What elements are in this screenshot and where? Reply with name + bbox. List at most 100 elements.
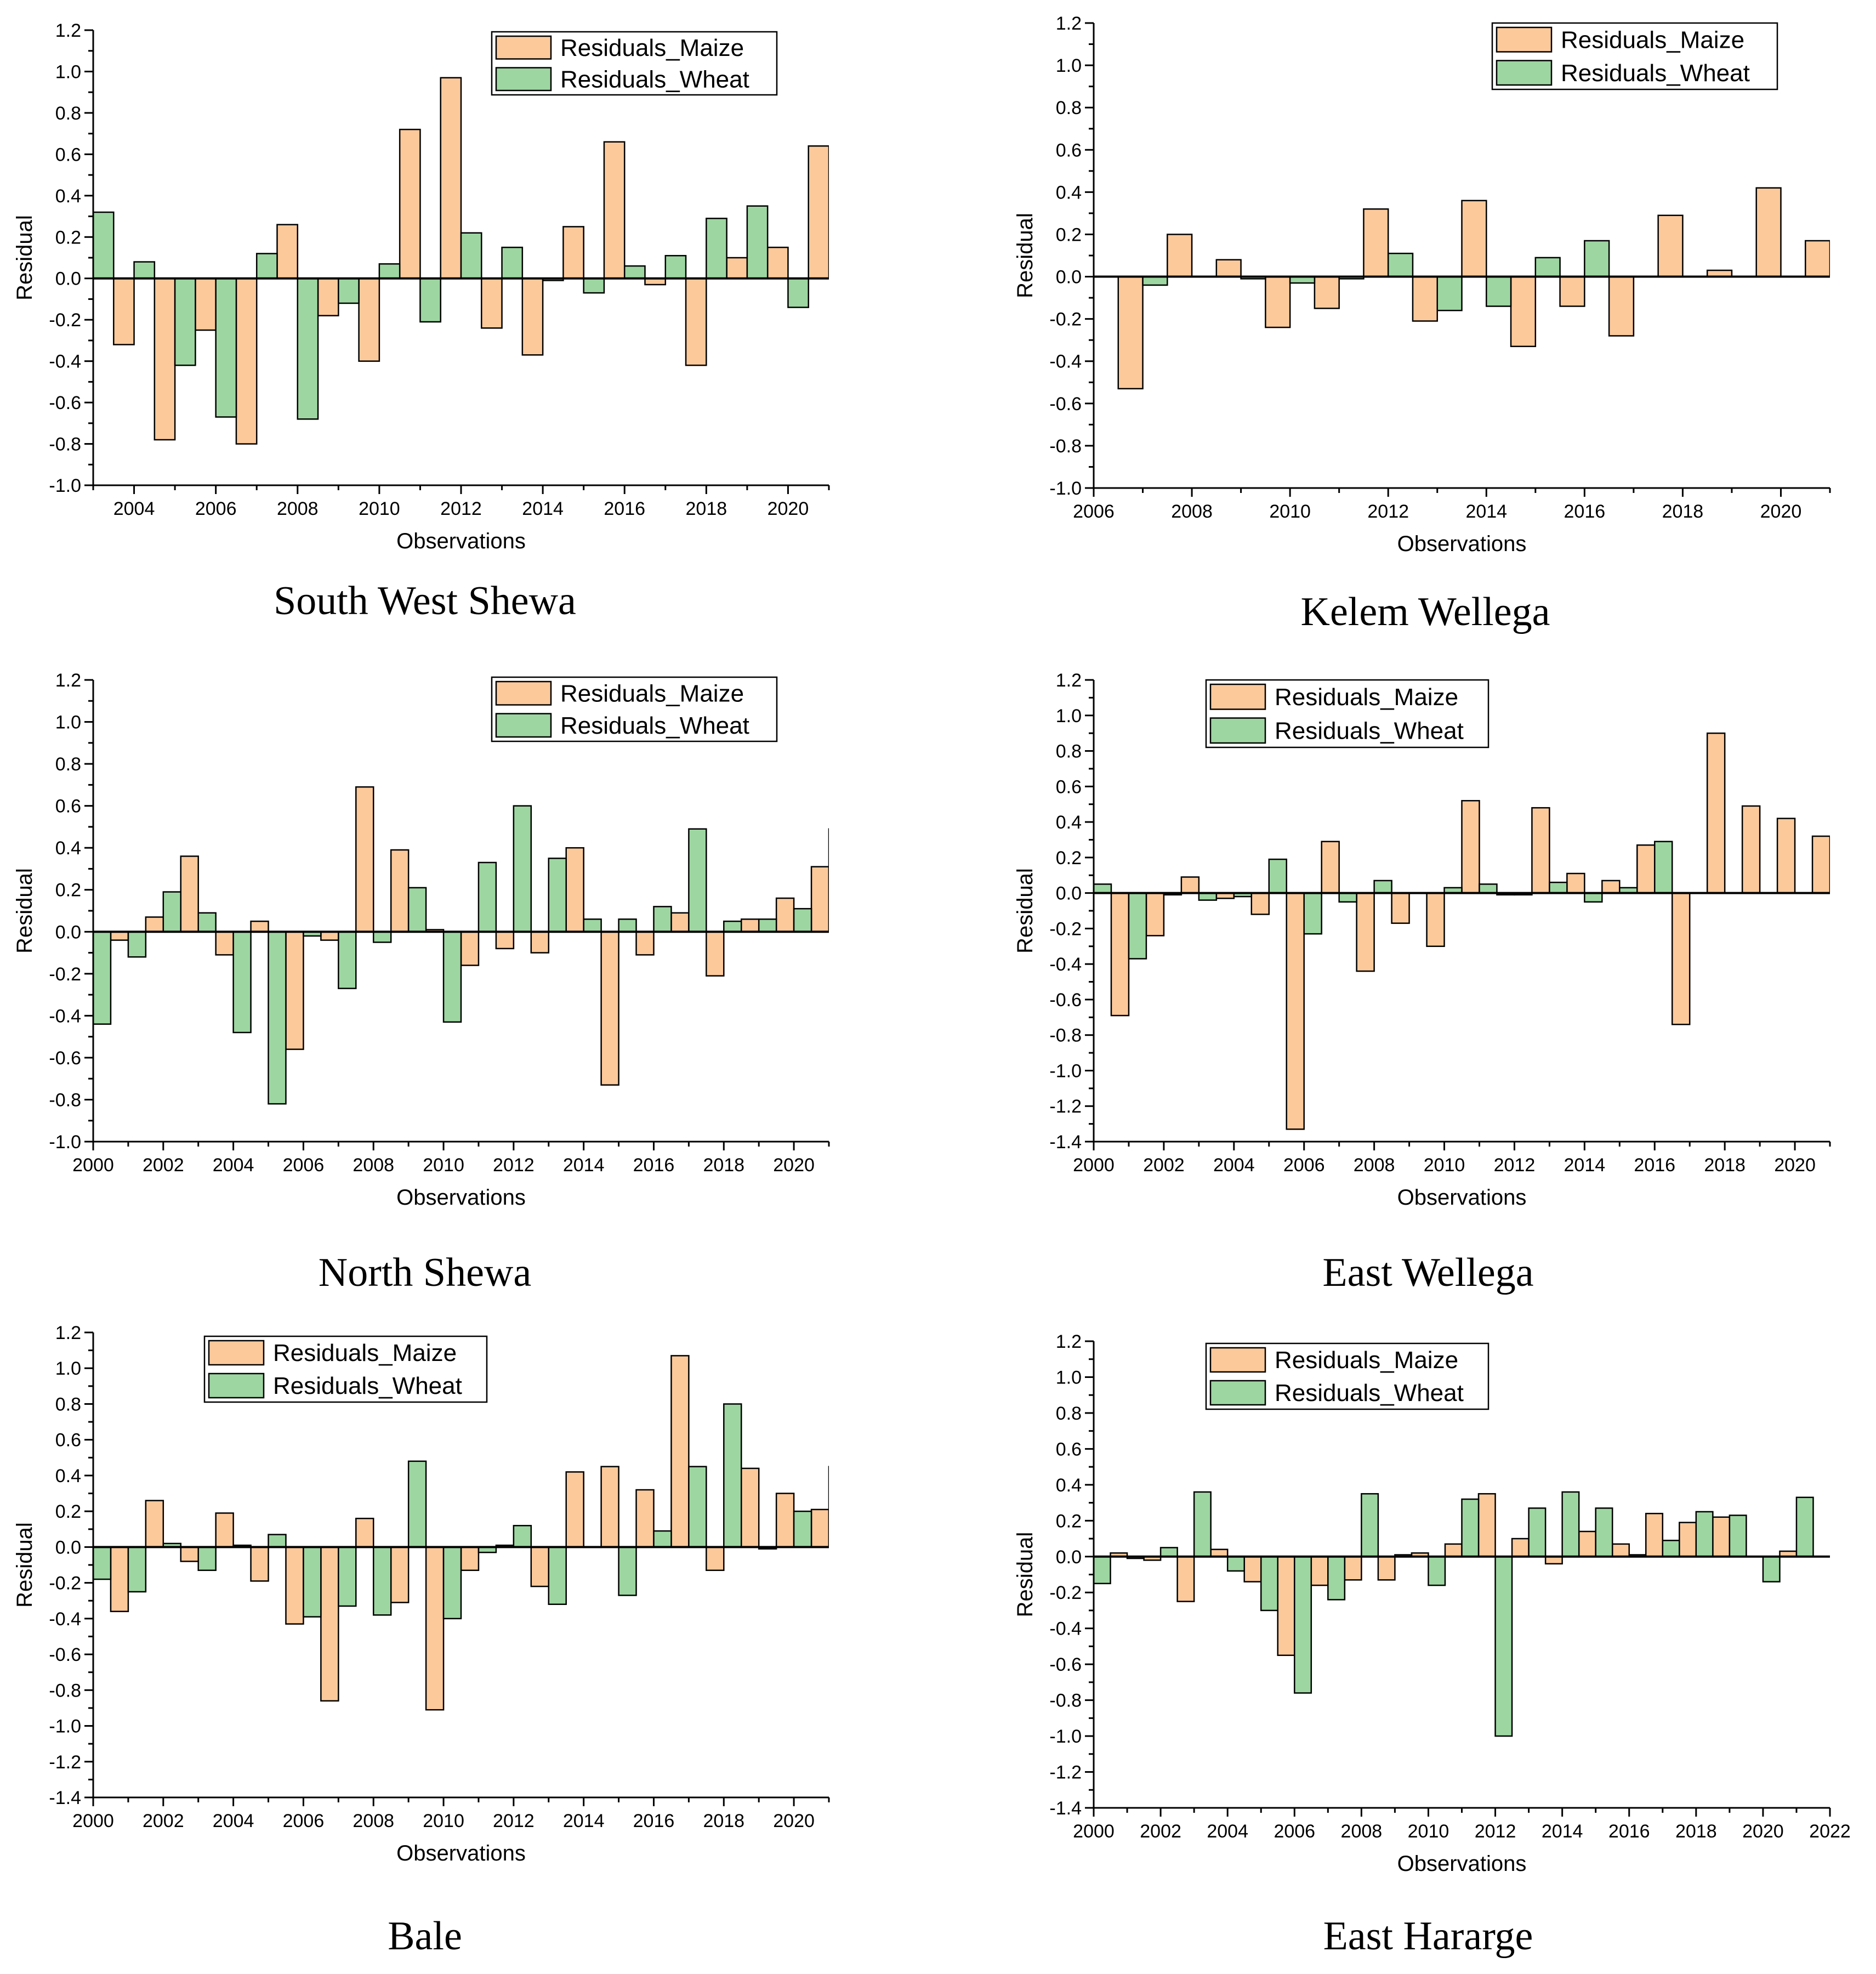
wheat-bar-2006 (215, 277, 237, 418)
y-tick-label: 0.4 (55, 1466, 81, 1487)
wheat-bar-2005 (268, 931, 287, 1105)
maize-bar-2006 (1286, 892, 1305, 1130)
y-tick-label: 0.0 (55, 269, 81, 290)
y-tick-label: -0.2 (49, 1573, 81, 1594)
maize-bar-2005 (154, 277, 176, 441)
y-axis-title: Residual (1013, 1532, 1037, 1618)
y-tick-label: 1.0 (1056, 1367, 1082, 1388)
wheat-bar-2018 (706, 218, 727, 279)
y-tick-label: 1.2 (55, 1323, 81, 1343)
x-tick-label: 2008 (353, 1155, 394, 1176)
maize-bar-2009 (1215, 259, 1242, 277)
bar-group (1094, 732, 1830, 1130)
y-tick-label: 0.0 (1056, 883, 1082, 904)
x-tick-label: 2000 (1073, 1821, 1115, 1842)
wheat-bar-2016 (623, 265, 646, 279)
maize-bar-2001 (1110, 892, 1130, 1017)
wheat-bar-2003 (1193, 1491, 1212, 1558)
wheat-bar-2019 (1729, 1514, 1747, 1558)
y-tick-label: 0.2 (1056, 224, 1082, 245)
wheat-bar-2012 (513, 1524, 532, 1548)
wheat-legend-swatch (1209, 717, 1266, 744)
legend: Residuals_Maize Residuals_Wheat (1205, 679, 1490, 748)
x-tick-label: 2010 (1408, 1821, 1449, 1842)
y-tick-label: -0.6 (1049, 1654, 1082, 1675)
wheat-bar-2008 (1361, 1493, 1379, 1558)
wheat-bar-2004 (133, 261, 156, 279)
maize-bar-2020 (775, 897, 795, 933)
wheat-bar-2007 (338, 931, 357, 989)
maize-legend-swatch (1209, 683, 1266, 710)
maize-bar-2002 (145, 1500, 164, 1548)
x-tick-label: 2014 (1465, 501, 1507, 522)
wheat-bar-2008 (372, 931, 392, 943)
maize-bar-2006 (195, 277, 217, 331)
wheat-bar-2016 (1653, 841, 1673, 894)
wheat-bar-2009 (407, 1460, 427, 1548)
y-tick-label: 0.2 (55, 227, 81, 248)
bar-group (93, 77, 829, 445)
wheat-bar-2015 (1595, 1507, 1613, 1558)
wheat-bar-2012 (1494, 1556, 1513, 1737)
maize-bar-2011 (460, 931, 480, 966)
x-tick-label: 2018 (1662, 501, 1704, 522)
maize-bar-2003 (180, 855, 199, 933)
y-tick-label: 0.2 (1056, 1511, 1082, 1531)
maize-bar-2018 (1679, 1522, 1697, 1558)
maize-bar-2010 (1426, 892, 1445, 948)
wheat-bar-2008 (297, 277, 319, 420)
y-tick-label: -0.6 (1049, 990, 1082, 1011)
panel-title: South West Shewa (274, 578, 576, 623)
wheat-bar-2014 (1561, 1491, 1580, 1558)
y-tick-label: -1.4 (1049, 1798, 1082, 1819)
x-tick-label: 2008 (353, 1811, 394, 1831)
wheat-bar-2007 (338, 1546, 357, 1607)
maize-bar-2012 (440, 77, 462, 279)
maize-bar-2007 (235, 277, 258, 445)
maize-bar-2009 (317, 277, 339, 316)
maize-bar-2014 (521, 277, 544, 356)
y-tick-label: 0.4 (55, 838, 81, 859)
maize-legend-label: Residuals_Maize (560, 680, 744, 707)
wheat-legend-swatch (495, 67, 552, 92)
x-tick-label: 2016 (1608, 1821, 1650, 1842)
wheat-bar-2010 (1428, 1556, 1446, 1586)
x-axis-title: Observations (1397, 532, 1527, 556)
maize-bar-2021 (810, 1508, 829, 1548)
wheat-bar-2005 (174, 277, 196, 366)
y-tick-label: -0.2 (1049, 1582, 1082, 1603)
y-tick-label: 0.6 (1056, 140, 1082, 161)
y-tick-label: 0.6 (1056, 776, 1082, 797)
y-tick-label: -0.4 (49, 1006, 81, 1026)
legend: Residuals_Maize Residuals_Wheat (1491, 22, 1778, 90)
maize-bar-2009 (390, 849, 410, 933)
maize-bar-2011 (1461, 799, 1480, 894)
y-tick-label: 0.2 (55, 1501, 81, 1522)
wheat-bar-2012 (1387, 252, 1414, 277)
maize-bar-2006 (1277, 1556, 1295, 1657)
maize-bar-2020 (1776, 818, 1796, 894)
wheat-bar-2014 (1584, 892, 1603, 903)
y-tick-label: -0.4 (1049, 954, 1082, 975)
y-tick-label: -1.0 (49, 475, 81, 496)
y-tick-label: -1.0 (49, 1132, 81, 1153)
x-axis-title: Observations (396, 1185, 526, 1210)
wheat-bar-2007 (1142, 276, 1168, 286)
y-tick-label: -1.2 (1049, 1762, 1082, 1783)
wheat-bar-2000 (93, 931, 112, 1025)
wheat-bar-2018 (1695, 1511, 1714, 1558)
maize-bar-2007 (1117, 276, 1144, 390)
y-tick-label: -0.4 (1049, 1619, 1082, 1640)
maize-bar-2020 (1755, 187, 1782, 277)
maize-bar-2012 (495, 931, 515, 950)
y-tick-label: -0.6 (49, 1644, 81, 1665)
maize-bar-2004 (215, 931, 234, 956)
x-tick-label: 2010 (1269, 501, 1311, 522)
x-tick-label: 2008 (1354, 1155, 1395, 1176)
panel-title: East Wellega (1322, 1250, 1533, 1295)
y-axis-title: Residual (13, 215, 37, 300)
wheat-bar-2004 (1226, 1556, 1245, 1572)
maize-bar-2009 (1377, 1556, 1396, 1581)
maize-bar-2001 (110, 1546, 129, 1613)
wheat-bar-2014 (1486, 276, 1512, 307)
